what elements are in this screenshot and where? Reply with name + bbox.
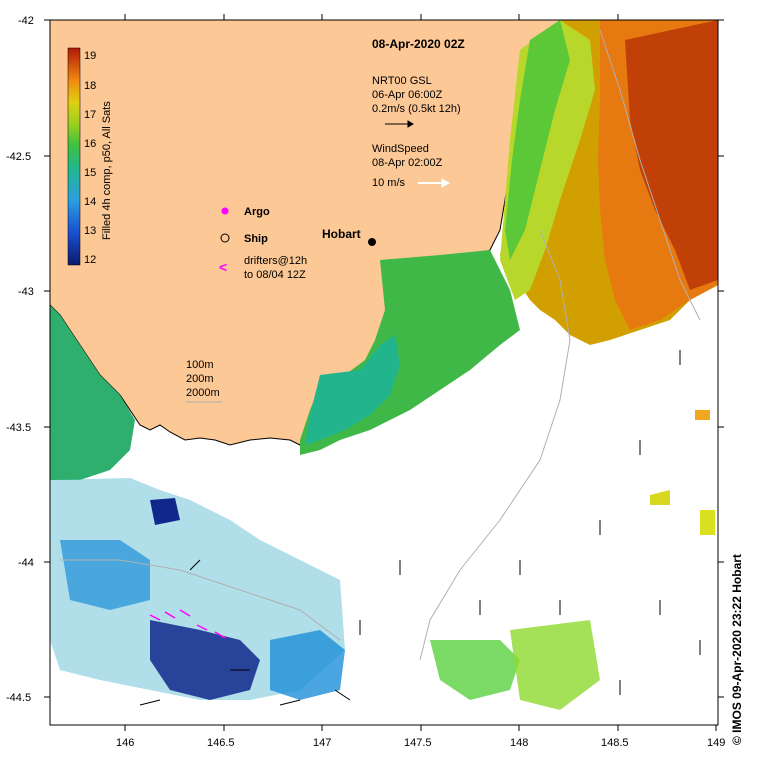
- lon-tick-label: 146.5: [207, 737, 235, 749]
- depth-legend-100m: 100m: [186, 359, 214, 371]
- colorbar: [67, 47, 81, 266]
- wind-legend-line-2: 08-Apr 02:00Z: [372, 157, 443, 169]
- current-legend-line-2: 06-Apr 06:00Z: [372, 89, 443, 101]
- argo-label: Argo: [244, 206, 270, 218]
- imos-credit: © IMOS 09-Apr-2020 23:22 Hobart: [730, 554, 744, 745]
- lon-axis: [124, 14, 717, 731]
- svg-text:15: 15: [84, 167, 96, 179]
- depth-legend-2000m: 2000m: [186, 387, 220, 399]
- drifter-label-1: drifters@12h: [244, 255, 307, 267]
- lon-tick-label: 147.5: [404, 737, 432, 749]
- lat-tick-label: -42.5: [6, 151, 31, 163]
- wind-scale-arrow: [418, 178, 451, 188]
- hobart-label: Hobart: [322, 227, 361, 241]
- argo-icon: [221, 207, 229, 215]
- drifter-icon: <: [219, 259, 227, 275]
- current-scale-arrow: [385, 120, 414, 128]
- ship-label: Ship: [244, 233, 268, 245]
- map-title: 08-Apr-2020 02Z: [372, 37, 465, 51]
- lat-tick-label: -43: [18, 286, 34, 298]
- bathymetry-contours: [60, 29, 701, 661]
- hobart-marker: [368, 238, 376, 246]
- plot-frame: [49, 19, 719, 726]
- lon-tick-label: 148.5: [601, 737, 629, 749]
- lat-tick-label: -44: [18, 557, 34, 569]
- colorbar-label: Filled 4h comp, p50, All Sats: [101, 101, 113, 240]
- lat-tick-label: -42: [18, 15, 34, 27]
- current-legend-line-3: 0.2m/s (0.5kt 12h): [372, 103, 461, 115]
- lat-tick-label: -44.5: [6, 692, 31, 704]
- svg-text:18: 18: [84, 80, 96, 92]
- depth-legend-200m: 200m: [186, 373, 214, 385]
- svg-text:13: 13: [84, 225, 96, 237]
- drifter-tracks: [149, 609, 226, 639]
- wind-legend-line-3: 10 m/s: [372, 177, 406, 189]
- svg-text:19: 19: [84, 50, 96, 62]
- drifter-label-2: to 08/04 12Z: [244, 269, 306, 281]
- wind-arrows: [139, 350, 701, 706]
- svg-text:16: 16: [84, 138, 96, 150]
- lon-tick-label: 147: [313, 737, 331, 749]
- wind-legend-line-1: WindSpeed: [372, 143, 429, 155]
- ship-icon: [220, 233, 230, 243]
- svg-text:14: 14: [84, 196, 96, 208]
- lon-tick-label: 149: [707, 737, 725, 749]
- lon-tick-label: 148: [510, 737, 528, 749]
- lat-axis: [44, 19, 724, 698]
- lon-tick-label: 146: [116, 737, 134, 749]
- current-legend-line-1: NRT00 GSL: [372, 75, 432, 87]
- svg-text:12: 12: [84, 254, 96, 266]
- sst-field: [50, 20, 718, 710]
- lat-tick-label: -43.5: [6, 422, 31, 434]
- svg-text:17: 17: [84, 109, 96, 121]
- colorbar-ticks: 19 18 17 16 15 14 13 12: [84, 50, 96, 266]
